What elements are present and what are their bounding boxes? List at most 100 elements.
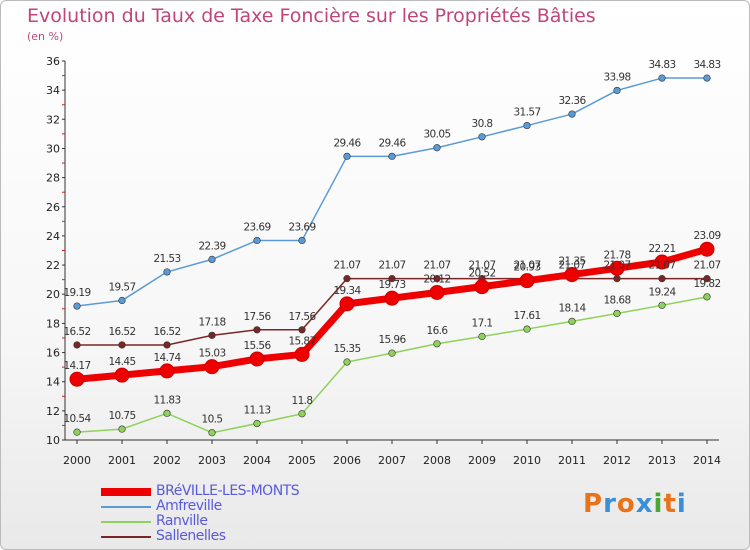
data-label: 21.07 xyxy=(333,260,360,272)
y-tick-label: 20 xyxy=(46,288,60,301)
data-point xyxy=(384,290,400,306)
data-point xyxy=(253,419,261,428)
data-point xyxy=(118,341,126,349)
data-label: 20.12 xyxy=(423,273,450,285)
data-point xyxy=(478,332,486,341)
data-label: 11.13 xyxy=(243,405,270,417)
logo-letter: o xyxy=(616,489,636,519)
legend-label: Sallenelles xyxy=(156,528,226,544)
series-line xyxy=(76,296,708,434)
data-label: 16.6 xyxy=(427,325,449,337)
data-label: 19.19 xyxy=(63,287,90,299)
data-label: 30.05 xyxy=(423,129,450,141)
data-label: 11.8 xyxy=(292,395,313,407)
data-label: 33.98 xyxy=(603,71,630,83)
data-point xyxy=(433,144,441,152)
data-label: 10.75 xyxy=(108,410,135,422)
data-label: 34.83 xyxy=(693,59,720,71)
y-tick-label: 28 xyxy=(46,172,60,185)
data-point xyxy=(523,121,531,130)
data-point xyxy=(613,86,621,95)
data-point xyxy=(118,425,126,433)
data-label: 23.69 xyxy=(288,221,315,233)
data-label: 16.52 xyxy=(153,326,180,338)
data-point xyxy=(658,301,666,309)
data-point xyxy=(69,371,85,387)
data-point xyxy=(523,325,531,333)
data-point xyxy=(433,275,441,283)
data-label: 22.39 xyxy=(198,240,225,252)
data-label: 14.45 xyxy=(108,356,135,368)
data-point xyxy=(564,267,580,283)
data-label: 19.57 xyxy=(108,281,135,293)
data-label: 18.68 xyxy=(603,294,630,306)
data-label: 19.24 xyxy=(648,286,676,298)
data-label: 19.73 xyxy=(378,279,405,291)
data-label: 21.35 xyxy=(558,256,585,268)
series-layer xyxy=(69,74,715,437)
data-label: 19.82 xyxy=(693,278,720,290)
x-tick-label: 2004 xyxy=(243,454,271,467)
data-point xyxy=(654,254,670,270)
data-label: 23.69 xyxy=(243,221,270,233)
legend-swatch xyxy=(101,521,151,523)
data-point xyxy=(163,268,171,276)
data-point xyxy=(114,367,130,383)
data-label: 21.07 xyxy=(603,260,630,272)
data-point xyxy=(388,152,396,160)
data-label: 20.93 xyxy=(513,262,540,274)
data-point xyxy=(568,317,576,325)
data-label: 11.83 xyxy=(153,394,180,406)
x-tick-label: 2013 xyxy=(648,454,676,467)
data-point xyxy=(703,293,711,301)
data-point xyxy=(699,241,715,257)
data-label: 10.5 xyxy=(202,414,223,426)
data-point xyxy=(613,309,621,318)
data-point xyxy=(208,429,216,437)
data-label: 21.78 xyxy=(603,249,630,261)
data-label: 16.52 xyxy=(108,326,135,338)
logo-letter: P xyxy=(583,489,604,519)
legend-swatch xyxy=(101,488,151,496)
legend-label: Amfreville xyxy=(156,498,222,514)
data-label: 21.07 xyxy=(378,260,405,272)
data-label: 19.34 xyxy=(333,285,361,297)
data-point xyxy=(298,236,306,245)
x-tick-label: 2010 xyxy=(513,454,541,467)
x-tick-label: 2008 xyxy=(423,454,451,467)
x-tick-label: 2012 xyxy=(603,454,631,467)
data-point xyxy=(204,359,220,375)
data-point xyxy=(388,275,396,283)
data-point xyxy=(519,273,535,289)
data-label: 21.07 xyxy=(558,260,585,272)
y-tick-label: 26 xyxy=(46,201,60,214)
data-point xyxy=(298,326,306,334)
data-label: 17.56 xyxy=(288,311,316,323)
data-label: 30.8 xyxy=(472,118,493,130)
data-label: 21.07 xyxy=(468,260,495,272)
data-point xyxy=(433,340,441,348)
data-label: 15.87 xyxy=(288,335,315,347)
x-tick-label: 2006 xyxy=(333,454,361,467)
x-tick-label: 2014 xyxy=(693,454,721,467)
data-point xyxy=(208,331,216,339)
y-tick-label: 36 xyxy=(46,55,60,68)
data-label: 16.52 xyxy=(63,326,90,338)
x-tick-label: 2007 xyxy=(378,454,406,467)
data-point xyxy=(613,275,621,283)
data-labels: 19.19 19.57 21.53 22.39 23.69 23.69 29.46 29.46… xyxy=(63,59,721,426)
legend-swatch xyxy=(101,536,151,538)
data-point xyxy=(343,152,351,160)
data-label: 18.14 xyxy=(558,302,586,314)
data-point xyxy=(73,428,81,436)
proxiti-logo: Proxiti xyxy=(583,489,687,519)
data-label: 20.52 xyxy=(468,268,495,280)
data-point xyxy=(429,284,445,300)
data-point xyxy=(163,409,171,417)
logo-letter: t xyxy=(663,489,677,519)
y-tick-label: 22 xyxy=(46,259,60,272)
x-tick-label: 2000 xyxy=(63,454,91,467)
y-tick-label: 14 xyxy=(46,376,60,389)
